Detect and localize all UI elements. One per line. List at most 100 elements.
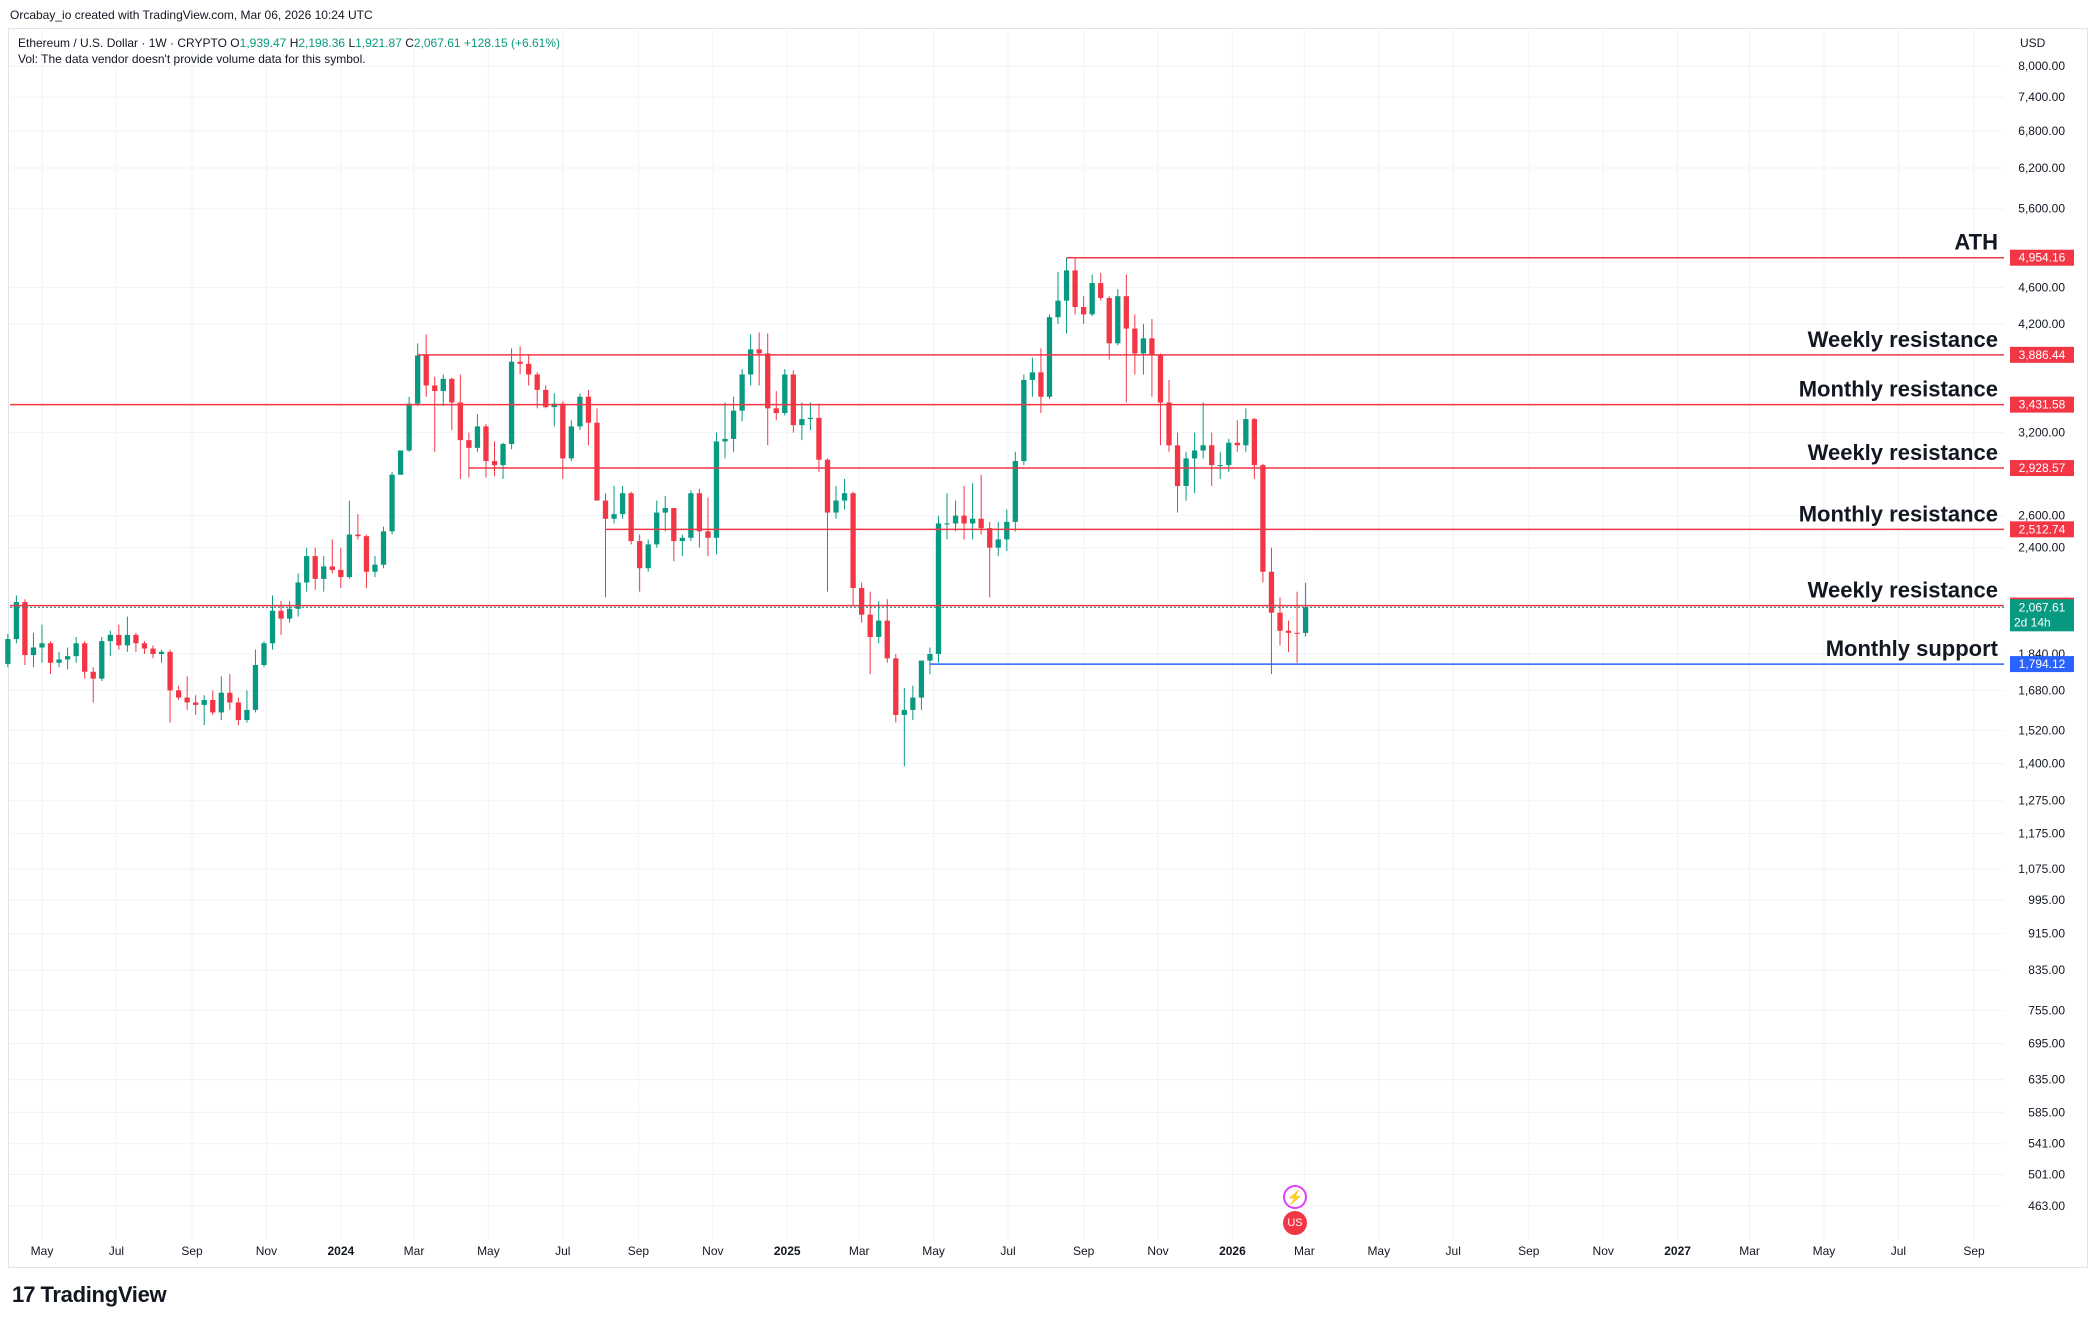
level-price-tag [2010,460,2074,477]
close-value: 2,067.61 [413,36,461,50]
candle-body [739,374,745,411]
candle-body [1277,612,1283,631]
candle-body [312,556,318,579]
candle-body [705,531,711,538]
high-value: 2,198.36 [298,36,346,50]
candle-body [910,697,916,710]
candle-body [1217,465,1223,467]
y-tick-label: 4,200.00 [2018,317,2065,331]
candle-body [1115,296,1121,344]
level-label: Weekly resistance [1808,578,1998,603]
candle-body [474,426,481,448]
candle-body [628,493,634,542]
level-label: Monthly support [1826,636,1999,661]
us-flag-event-icon[interactable]: US [1283,1211,1307,1235]
candle-body [193,702,199,705]
x-tick-label: Sep [1963,1244,1985,1258]
y-tick-label: 1,520.00 [2018,723,2065,737]
x-tick-label: Sep [181,1244,203,1258]
candle-body [747,349,754,375]
attribution-text: Orcabay_io created with TradingView.com,… [10,8,373,22]
candle-body [218,692,224,713]
candle-body [432,385,438,392]
candle-body [1268,571,1275,613]
lightning-event-icon[interactable]: ⚡ [1283,1185,1307,1209]
level-price-label: 2,928.57 [2019,461,2066,475]
candle-body [1055,300,1061,318]
candle-body [1157,355,1164,403]
level-label: Monthly resistance [1799,501,1998,526]
candle-body [833,500,839,513]
x-tick-label: May [477,1244,500,1258]
candle-body [1260,465,1266,572]
candle-body [645,544,651,569]
candle-body [696,493,703,532]
candle-body [1123,296,1129,329]
candle-body [1251,419,1258,466]
candle-body [918,660,925,698]
candle-body [1285,630,1292,633]
candle-body [372,564,378,572]
candle-body [654,512,660,545]
candle-body [978,518,984,529]
candle-body [730,410,737,439]
chart-legend: Ethereum / U.S. Dollar · 1W · CRYPTO O1,… [18,35,560,67]
tradingview-logo[interactable]: 17 TradingView [12,1282,167,1307]
symbol-label[interactable]: Ethereum / U.S. Dollar · 1W · CRYPTO [18,36,227,50]
candle-body [397,450,404,475]
candle-body [1243,419,1249,446]
candle-body [355,534,361,537]
y-tick-label: 995.00 [2028,893,2065,907]
candle-body [363,536,370,572]
candle-body [415,355,421,404]
level-price-tag [2010,656,2074,673]
candle-body [90,671,96,679]
candle-body [483,426,489,462]
candle-body [679,537,685,542]
candle-body [47,643,54,663]
y-tick-label: 585.00 [2028,1105,2065,1119]
y-tick-label: 8,000.00 [2018,59,2065,73]
candle-body [1132,328,1138,354]
candle-body [1038,372,1044,397]
candle-body [304,556,310,583]
x-tick-label: Jul [1000,1244,1015,1258]
candle-body [201,700,207,705]
low-value: 1,921.87 [355,36,402,50]
candle-body [765,353,771,409]
candle-body [295,582,301,609]
level-label: Weekly resistance [1808,440,1998,465]
candle-body [688,493,694,538]
candle-body [1200,445,1206,451]
x-tick-label: Sep [1518,1244,1540,1258]
candle-body [150,648,156,654]
level-price-label: 3,431.58 [2019,398,2066,412]
x-tick-label: Nov [1147,1244,1168,1258]
x-tick-label: Mar [404,1244,425,1258]
candle-body [346,534,353,578]
candle-body [876,620,882,637]
candle-body [278,610,284,619]
candle-body [406,403,412,451]
tradingview-brand: TradingView [40,1282,167,1307]
candle-body [773,408,779,414]
tradingview-logo-mark-icon: 17 [12,1282,36,1307]
candle-body [671,508,677,542]
candle-body [184,697,190,703]
last-price-tag [2010,599,2074,632]
candle-body [534,374,540,390]
candle-body [338,569,344,578]
candle-body [1029,372,1036,380]
candle-body [141,643,148,649]
candle-body [440,378,446,392]
candle-body [594,422,600,501]
candle-body [1191,450,1198,459]
x-tick-label: May [1367,1244,1390,1258]
candle-body [491,461,498,466]
candle-body [850,493,856,588]
candle-body [1226,442,1232,466]
open-value: 1,939.47 [239,36,287,50]
candle-body [1302,607,1309,633]
level-price-label: 3,886.44 [2019,348,2066,362]
